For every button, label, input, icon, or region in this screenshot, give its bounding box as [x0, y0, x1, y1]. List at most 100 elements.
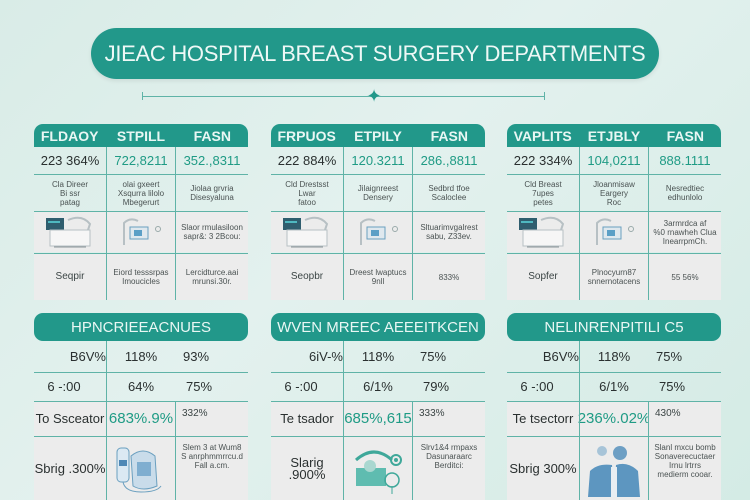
grid-line — [343, 341, 344, 500]
card-title: NELINRENPITILI C5 — [507, 313, 721, 341]
department-card-bottom: NELINRENPITILI C5 B6V% 118% 75% 6 -:00 6/1% 75… — [507, 313, 721, 500]
description-cell: Nesredtiec edhunlolo — [665, 184, 705, 202]
stat-cell: B6V% — [69, 349, 106, 364]
grid-line — [271, 211, 485, 212]
stat-cell: 6 -:00 — [47, 379, 81, 394]
grid-line — [507, 372, 721, 373]
card-header: VAPLITS ETJBLY FASN — [507, 124, 721, 147]
highlight-value: 236%.02% — [578, 402, 650, 436]
description-cell: Lercidturce.aai mrunsi.30r. — [176, 254, 248, 300]
department-card-bottom: WVEN MREEC AEEEITKCEN 6iV-% 118% 75% 6 -:00 6… — [271, 313, 485, 500]
stat-cell: 75% — [419, 349, 447, 364]
header-col-3: FASN — [666, 127, 704, 144]
stat-cell: 6/1% — [363, 379, 393, 394]
label-cell: Sopfer — [507, 254, 579, 300]
grid-line — [34, 174, 248, 175]
stat-cell: 6 -:00 — [520, 379, 554, 394]
stat-cell: 75% — [185, 379, 213, 394]
department-card-bottom: HPNCRIEEACNUES B6V% 118% 93% 6 -:00 64% 75% To … — [34, 313, 248, 500]
grid-line — [271, 401, 485, 402]
stat-cell: 333% — [413, 402, 485, 436]
surgical-equipment-icon — [344, 212, 412, 252]
grid-line — [343, 147, 344, 300]
grid-line — [34, 436, 248, 437]
description-cell: 3armrdca af %0 rnawheh Clua InearrpmCh. — [649, 212, 721, 252]
label-cell: To Ssceator — [34, 402, 106, 436]
star-icon: ✦ — [366, 86, 382, 106]
header-col-3: FASN — [193, 127, 231, 144]
ultrasound-machine-icon — [507, 212, 579, 252]
description-cell: Cld Breast 7upes petes — [524, 179, 562, 207]
grid-line — [271, 174, 485, 175]
stat-cell: 430% — [649, 402, 721, 436]
description-cell: Sedbrd tfoe Scaloclee — [428, 184, 470, 202]
grid-line — [507, 253, 721, 254]
grid-line — [648, 401, 649, 500]
highlight-value: 683%.9% — [107, 402, 175, 436]
card-header: FLDAOY STPILL FASN — [34, 124, 248, 147]
label-cell: Sbrig 300% — [507, 437, 579, 500]
label-cell: Te tsador — [271, 402, 343, 436]
label-cell: Seqpir — [34, 254, 106, 300]
description-cell: Slrv1&4 rmpaxs Dasunaraarc Berditci: — [413, 437, 485, 500]
scale-device-icon — [344, 437, 412, 500]
description-cell: Slem 3 at Wum8 S anrphmmrrcu.d Fall a.cm… — [176, 437, 248, 500]
description-cell: Cla Direer Bi ssr patag — [51, 179, 88, 207]
header-col-2: STPILL — [116, 127, 166, 144]
department-card-top: FLDAOY STPILL FASN 223 364% 722,8211 352.,8… — [34, 124, 248, 300]
surgical-equipment-icon — [580, 212, 648, 252]
stat-cell: 120.3211 — [351, 152, 405, 168]
grid-line — [507, 211, 721, 212]
label-cell: Slarig .900% — [271, 437, 343, 500]
stat-cell: 104,0211 — [587, 152, 641, 168]
stat-cell: 118% — [361, 349, 395, 364]
card-title: WVEN MREEC AEEEITKCEN — [271, 313, 485, 341]
description-cell: Plnocyurn87 snnernotacens — [580, 254, 648, 300]
grid-line — [412, 147, 413, 300]
highlight-value: 685%,615 — [344, 402, 412, 436]
stat-cell: B6V% — [542, 349, 579, 364]
description-cell: Jiolaa grvria Disesyaluna — [190, 184, 234, 202]
surgical-equipment-icon — [107, 212, 175, 252]
description-cell: Jilaignreest Densery — [357, 184, 399, 202]
grid-line — [34, 372, 248, 373]
stat-cell: 332% — [176, 402, 248, 436]
grid-line — [412, 401, 413, 500]
grid-line — [34, 253, 248, 254]
department-card-top: FRPUOS ETPILY FASN 222 884% 120.3211 286.,8… — [271, 124, 485, 300]
stat-cell: 222 884% — [277, 152, 337, 168]
header-col-3: FASN — [430, 127, 468, 144]
stat-cell: 75% — [658, 379, 686, 394]
grid-line — [106, 341, 107, 500]
title-divider — [142, 92, 545, 100]
header-col-1: FRPUOS — [277, 127, 336, 144]
description-cell: Sltuarimvgalrest sabu, Z33ev. — [413, 212, 485, 252]
ultrasound-machine-icon — [34, 212, 106, 252]
grid-line — [271, 372, 485, 373]
grid-line — [648, 147, 649, 300]
grid-line — [175, 147, 176, 300]
stat-cell: 6/1% — [599, 379, 629, 394]
stat-cell: 6iV-% — [309, 349, 343, 364]
grid-line — [507, 174, 721, 175]
grid-line — [507, 436, 721, 437]
stat-cell: 888.1111 — [659, 152, 711, 168]
grid-line — [271, 436, 485, 437]
description-cell: Cld Drestsst Lwar fatoo — [285, 179, 329, 207]
grid-line — [271, 253, 485, 254]
header-col-1: FLDAOY — [40, 127, 99, 144]
description-cell: Eiord tesssrpas Imoucicles — [107, 254, 175, 300]
stat-cell: 6 -:00 — [284, 379, 318, 394]
header-col-1: VAPLITS — [513, 127, 572, 144]
description-cell: Jloanmisaw Eargery Roc — [593, 179, 635, 207]
header-col-2: ETJBLY — [587, 127, 641, 144]
description-cell: olai gxeert Xsqurra lilolo Mbegerurt — [117, 179, 165, 207]
label-cell: Sbrig .300% — [34, 437, 106, 500]
patient-icon — [580, 437, 648, 500]
department-card-top: VAPLITS ETJBLY FASN 222 334% 104,0211 888.1… — [507, 124, 721, 300]
stat-cell: 93% — [182, 349, 210, 364]
stat-cell: 286.,8811 — [420, 152, 478, 168]
stat-cell: 118% — [124, 349, 158, 364]
stat-cell: 118% — [597, 349, 631, 364]
card-header: FRPUOS ETPILY FASN — [271, 124, 485, 147]
